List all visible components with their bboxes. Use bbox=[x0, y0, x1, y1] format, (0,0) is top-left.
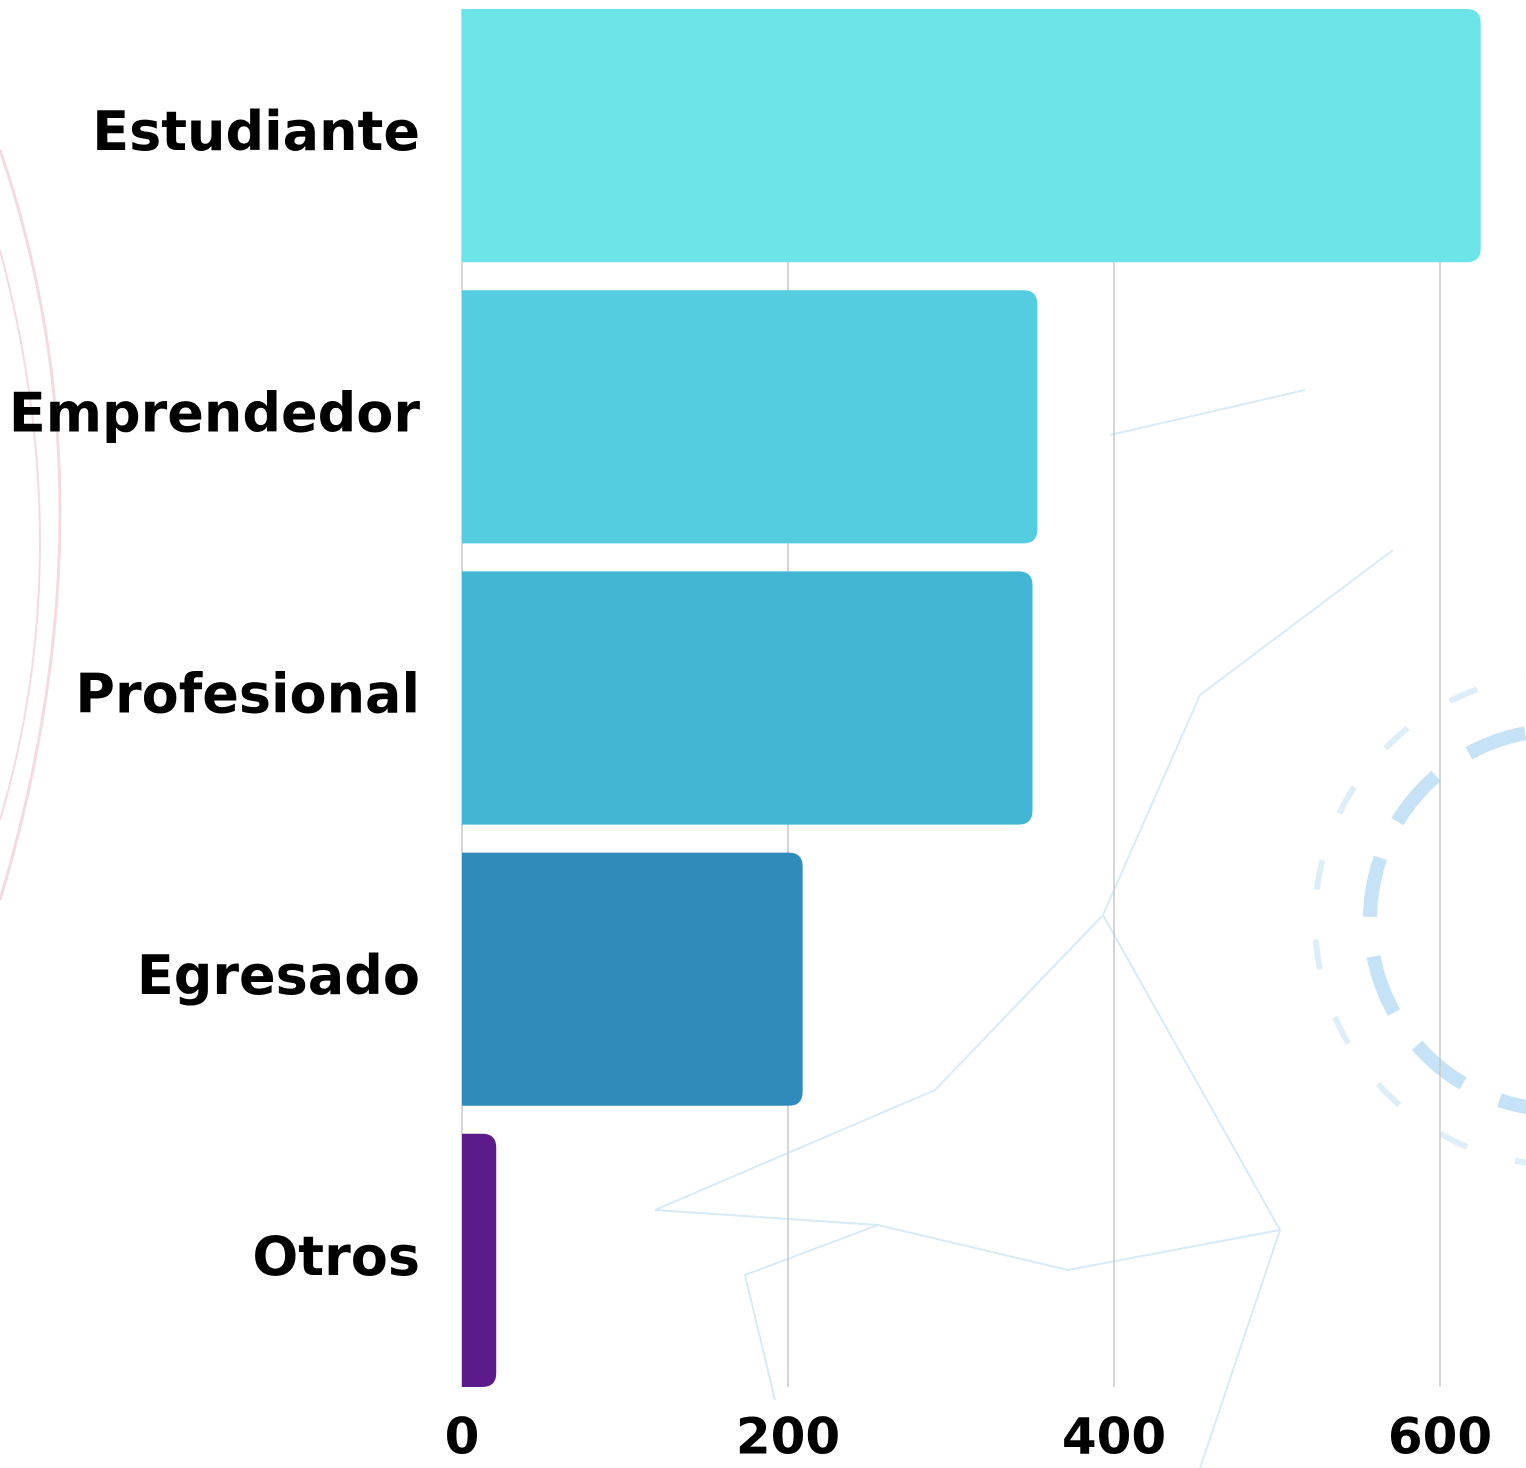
x-tick-label: 400 bbox=[1062, 1408, 1166, 1466]
bar bbox=[462, 852, 803, 1106]
y-tick-label: Egresado bbox=[137, 944, 420, 1007]
bars bbox=[462, 9, 1481, 1387]
x-tick-label: 600 bbox=[1388, 1408, 1492, 1466]
labels: 0 200 400 600 Estudiante Emprendedor Profesion… bbox=[9, 100, 1492, 1465]
x-tick-label: 200 bbox=[736, 1408, 840, 1466]
bar bbox=[462, 9, 1481, 263]
bar bbox=[462, 290, 1038, 544]
y-tick-label: Otros bbox=[252, 1225, 420, 1288]
bar bbox=[462, 571, 1033, 825]
y-tick-label: Profesional bbox=[75, 663, 420, 726]
background-decoration bbox=[0, 149, 1526, 1468]
y-tick-label: Emprendedor bbox=[9, 381, 421, 444]
x-tick-label: 0 bbox=[445, 1408, 480, 1466]
y-tick-label: Estudiante bbox=[92, 100, 420, 163]
bar bbox=[462, 1133, 497, 1387]
